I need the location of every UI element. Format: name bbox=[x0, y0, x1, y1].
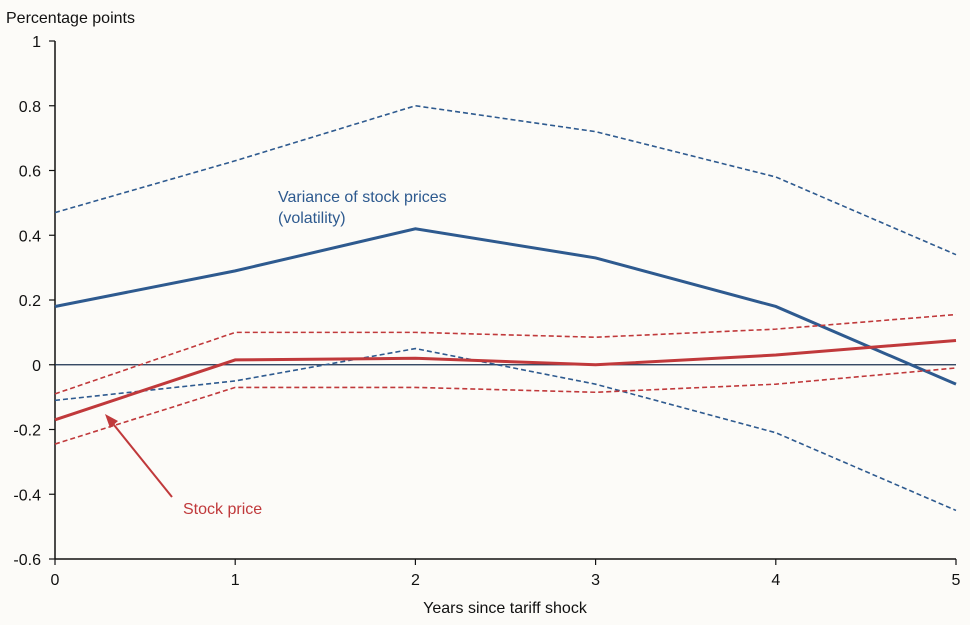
series-line-band-2 bbox=[54, 347, 957, 512]
series-line-band-5 bbox=[54, 367, 957, 445]
y-axis-label: Percentage points bbox=[6, 10, 135, 27]
x-tick-label: 4 bbox=[771, 572, 780, 589]
y-tick-label: 1 bbox=[32, 34, 41, 51]
annotation-arrow-head bbox=[105, 414, 118, 428]
series-line-band-4 bbox=[54, 313, 957, 395]
x-tick-label: 2 bbox=[411, 572, 420, 589]
y-tick-label: 0.8 bbox=[19, 99, 41, 116]
annotation-volatility: Variance of stock prices bbox=[278, 189, 447, 206]
y-tick-label: 0.2 bbox=[19, 293, 41, 310]
annotation-stock-price: Stock price bbox=[183, 501, 262, 518]
series-line-stock-price bbox=[54, 338, 957, 422]
series-line-variance-of-stock-prices-volatility- bbox=[54, 227, 957, 386]
y-tick-label: -0.4 bbox=[13, 487, 41, 504]
x-tick-label: 5 bbox=[952, 572, 961, 589]
y-tick-label: 0.4 bbox=[19, 228, 41, 245]
x-tick-label: 1 bbox=[231, 572, 240, 589]
x-axis-label: Years since tariff shock bbox=[423, 600, 588, 617]
annotation-volatility: (volatility) bbox=[278, 210, 346, 227]
x-tick-label: 0 bbox=[51, 572, 60, 589]
y-tick-label: -0.6 bbox=[13, 552, 41, 569]
annotation-arrow-line bbox=[109, 419, 173, 498]
y-tick-label: -0.2 bbox=[13, 423, 41, 440]
series-line-band-1 bbox=[54, 104, 957, 256]
y-tick-label: 0.6 bbox=[19, 164, 41, 181]
y-tick-label: 0 bbox=[32, 358, 41, 375]
x-tick-label: 3 bbox=[591, 572, 600, 589]
